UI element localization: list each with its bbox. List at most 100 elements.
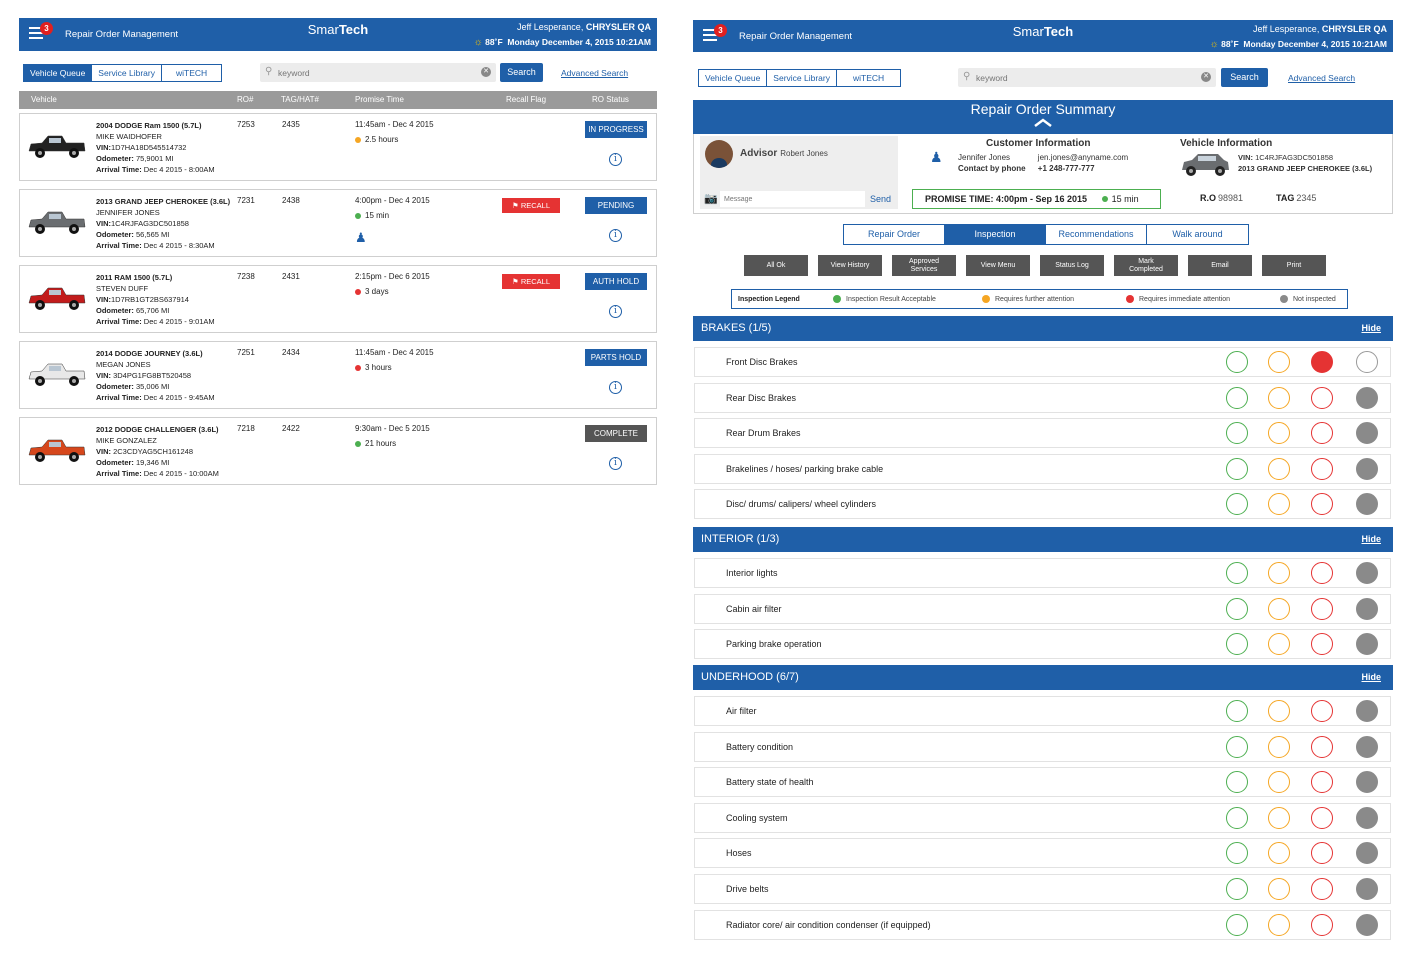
info-icon[interactable]: i <box>609 457 622 470</box>
result-immediate-radio[interactable] <box>1311 771 1333 794</box>
result-attention-radio[interactable] <box>1268 633 1290 656</box>
result-acceptable-radio[interactable] <box>1226 878 1248 900</box>
result-not-inspected-radio[interactable] <box>1356 771 1378 794</box>
result-acceptable-radio[interactable] <box>1226 700 1248 722</box>
action-status-log-button[interactable]: Status Log <box>1040 255 1104 276</box>
tab-service-library[interactable]: Service Library <box>767 70 837 86</box>
result-immediate-radio[interactable] <box>1311 878 1333 900</box>
result-attention-radio[interactable] <box>1268 493 1290 516</box>
result-attention-radio[interactable] <box>1268 562 1290 584</box>
action-email-button[interactable]: Email <box>1188 255 1252 276</box>
result-not-inspected-radio[interactable] <box>1356 386 1378 409</box>
tab-walk-around[interactable]: Walk around <box>1147 225 1248 244</box>
hide-link[interactable]: Hide <box>1361 534 1381 544</box>
result-acceptable-radio[interactable] <box>1226 386 1248 409</box>
ro-status-badge[interactable]: IN PROGRESS <box>585 121 647 138</box>
queue-row[interactable]: 2012 DODGE CHALLENGER (3.6L) MIKE GONZAL… <box>19 417 657 485</box>
col-ro[interactable]: RO# <box>237 95 254 104</box>
result-acceptable-radio[interactable] <box>1226 597 1248 620</box>
action-view-menu-button[interactable]: View Menu <box>966 255 1030 276</box>
tab-recommendations[interactable]: Recommendations <box>1046 225 1147 244</box>
ro-status-badge[interactable]: COMPLETE <box>585 425 647 442</box>
result-immediate-radio[interactable] <box>1311 457 1333 480</box>
result-acceptable-radio[interactable] <box>1226 913 1248 936</box>
result-acceptable-radio[interactable] <box>1226 422 1248 445</box>
ro-status-badge[interactable]: PENDING <box>585 197 647 214</box>
result-immediate-radio[interactable] <box>1311 700 1333 722</box>
ro-status-badge[interactable]: PARTS HOLD <box>585 349 647 366</box>
result-attention-radio[interactable] <box>1268 806 1290 829</box>
menu-icon[interactable] <box>703 29 717 41</box>
tab-witech[interactable]: wiTECH <box>836 70 901 86</box>
hide-link[interactable]: Hide <box>1361 323 1381 333</box>
result-immediate-radio[interactable] <box>1311 562 1333 584</box>
result-attention-radio[interactable] <box>1268 878 1290 900</box>
result-not-inspected-radio[interactable] <box>1356 700 1378 722</box>
result-acceptable-radio[interactable] <box>1226 735 1248 758</box>
result-acceptable-radio[interactable] <box>1226 771 1248 794</box>
result-immediate-radio[interactable] <box>1311 806 1333 829</box>
result-acceptable-radio[interactable] <box>1226 457 1248 480</box>
result-immediate-radio[interactable] <box>1311 842 1333 865</box>
result-attention-radio[interactable] <box>1268 700 1290 722</box>
result-not-inspected-radio[interactable] <box>1356 735 1378 758</box>
info-icon[interactable]: i <box>609 229 622 242</box>
result-not-inspected-radio[interactable] <box>1356 633 1378 656</box>
message-input[interactable] <box>720 191 865 207</box>
queue-row[interactable]: 2011 RAM 1500 (5.7L) STEVEN DUFF VIN:1D7… <box>19 265 657 333</box>
customer-email[interactable]: jen.jones@anyname.com <box>1037 153 1129 162</box>
result-attention-radio[interactable] <box>1268 457 1290 480</box>
tab-inspection[interactable]: Inspection <box>945 225 1046 244</box>
info-icon[interactable]: i <box>609 305 622 318</box>
result-immediate-radio[interactable] <box>1311 351 1333 373</box>
action-print-button[interactable]: Print <box>1262 255 1326 276</box>
result-not-inspected-radio[interactable] <box>1356 806 1378 829</box>
result-not-inspected-radio[interactable] <box>1356 493 1378 516</box>
result-not-inspected-radio[interactable] <box>1356 878 1378 900</box>
user-info[interactable]: Jeff Lesperance, CHRYSLER QA <box>1252 24 1387 34</box>
result-attention-radio[interactable] <box>1268 842 1290 865</box>
result-not-inspected-radio[interactable] <box>1356 457 1378 480</box>
tab-vehicle-queue[interactable]: Vehicle Queue <box>24 65 93 81</box>
result-immediate-radio[interactable] <box>1311 597 1333 620</box>
col-vehicle[interactable]: Vehicle <box>31 95 57 104</box>
col-ro-status[interactable]: RO Status <box>592 95 629 104</box>
tab-repair-order[interactable]: Repair Order <box>844 225 945 244</box>
advanced-search-link[interactable]: Advanced Search <box>561 68 629 78</box>
result-attention-radio[interactable] <box>1268 597 1290 620</box>
result-attention-radio[interactable] <box>1268 771 1290 794</box>
result-not-inspected-radio[interactable] <box>1356 597 1378 620</box>
result-not-inspected-radio[interactable] <box>1356 351 1378 373</box>
result-attention-radio[interactable] <box>1268 422 1290 445</box>
clear-icon[interactable]: ✕ <box>1201 72 1211 82</box>
search-button[interactable]: Search <box>500 63 543 82</box>
result-immediate-radio[interactable] <box>1311 913 1333 936</box>
result-acceptable-radio[interactable] <box>1226 493 1248 516</box>
tab-service-library[interactable]: Service Library <box>92 65 162 81</box>
menu-icon[interactable] <box>29 27 43 39</box>
result-acceptable-radio[interactable] <box>1226 633 1248 656</box>
col-promise-time[interactable]: Promise Time <box>355 95 404 104</box>
action-mark-completed-button[interactable]: Mark Completed <box>1114 255 1178 276</box>
info-icon[interactable]: i <box>609 153 622 166</box>
action-approved-services-button[interactable]: Approved Services <box>892 255 956 276</box>
action-all-ok-button[interactable]: All Ok <box>744 255 808 276</box>
col-recall-flag[interactable]: Recall Flag <box>506 95 547 104</box>
result-not-inspected-radio[interactable] <box>1356 422 1378 445</box>
result-immediate-radio[interactable] <box>1311 493 1333 516</box>
result-immediate-radio[interactable] <box>1311 735 1333 758</box>
result-not-inspected-radio[interactable] <box>1356 913 1378 936</box>
queue-row[interactable]: 2013 GRAND JEEP CHEROKEE (3.6L) JENNIFER… <box>19 189 657 257</box>
recall-flag[interactable]: ⚑ RECALL <box>502 274 561 289</box>
result-attention-radio[interactable] <box>1268 386 1290 409</box>
result-acceptable-radio[interactable] <box>1226 806 1248 829</box>
recall-flag[interactable]: ⚑ RECALL <box>502 198 561 213</box>
result-attention-radio[interactable] <box>1268 913 1290 936</box>
result-immediate-radio[interactable] <box>1311 422 1333 445</box>
result-acceptable-radio[interactable] <box>1226 842 1248 865</box>
result-not-inspected-radio[interactable] <box>1356 842 1378 865</box>
customer-phone[interactable]: +1 248-777-777 <box>1037 164 1095 173</box>
result-acceptable-radio[interactable] <box>1226 351 1248 373</box>
ro-status-badge[interactable]: AUTH HOLD <box>585 273 647 290</box>
result-not-inspected-radio[interactable] <box>1356 562 1378 584</box>
